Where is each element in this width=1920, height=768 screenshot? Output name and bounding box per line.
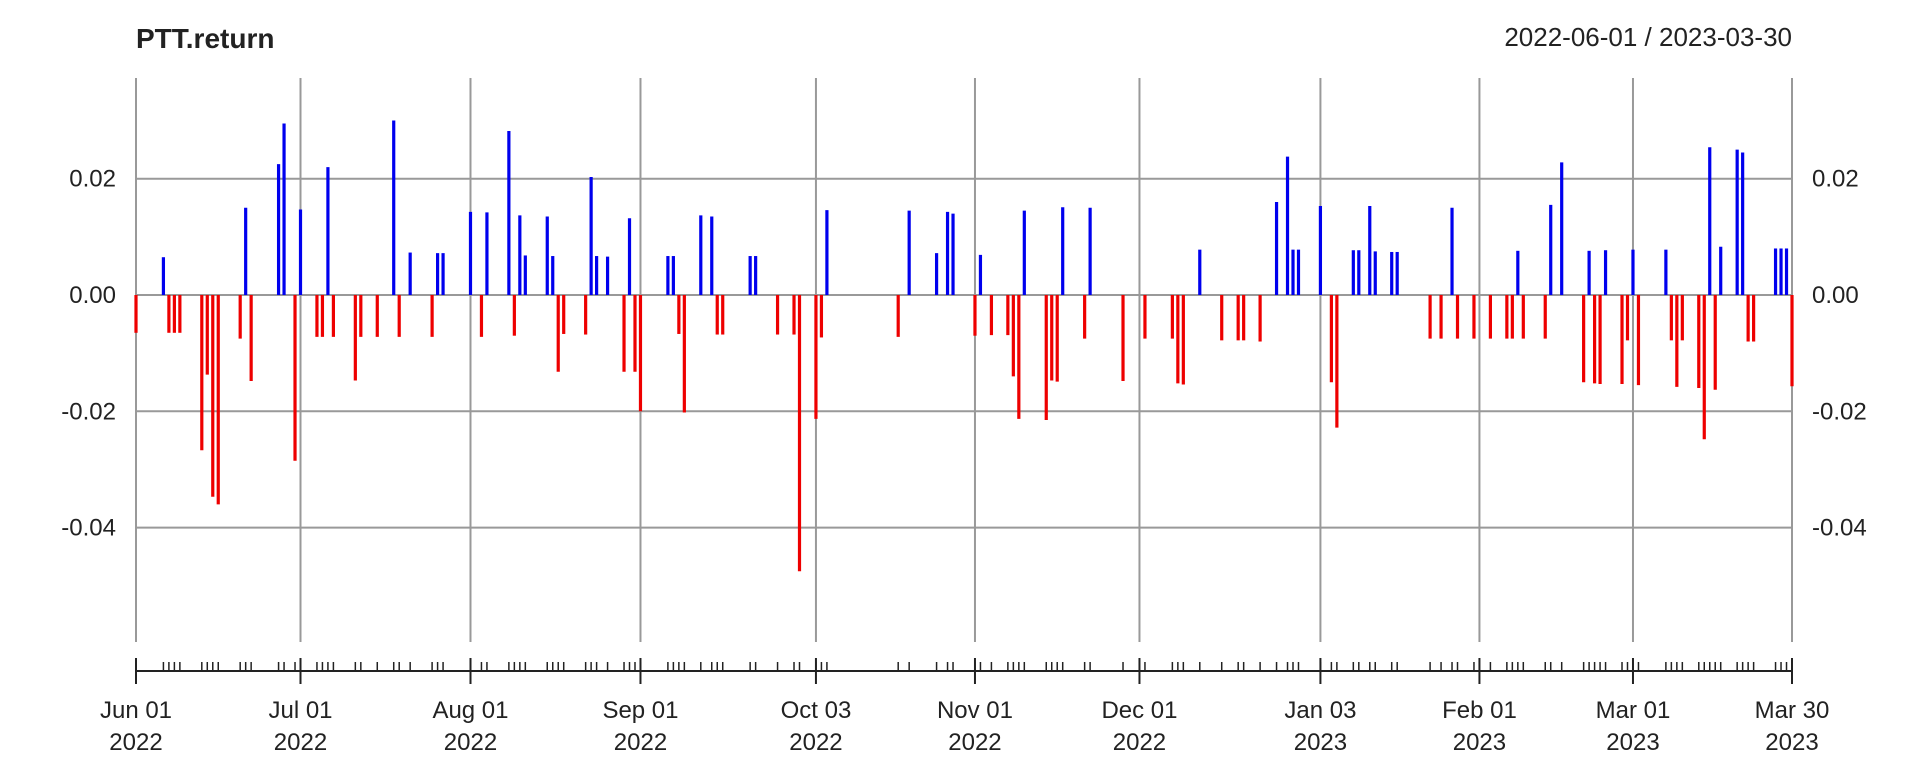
date-range-label: 2022-06-01 / 2023-03-30	[1504, 22, 1792, 52]
x-tick-label-date: Oct 03	[781, 697, 852, 724]
x-tick-label-year: 2023	[1765, 729, 1818, 756]
x-tick-label-date: Jul 01	[268, 697, 332, 724]
y-tick-label-left: 0.02	[69, 166, 116, 193]
y-tick-label-right: 0.02	[1812, 166, 1859, 193]
x-tick-label-year: 2022	[948, 729, 1001, 756]
x-tick-label-year: 2022	[274, 729, 327, 756]
x-tick-label-date: Sep 01	[602, 697, 678, 724]
x-tick-label-year: 2023	[1606, 729, 1659, 756]
x-tick-label-date: Dec 01	[1101, 697, 1177, 724]
x-tick-label-date: Nov 01	[937, 697, 1013, 724]
x-tick-label-date: Mar 30	[1755, 697, 1830, 724]
x-tick-label-date: Jan 03	[1284, 697, 1356, 724]
y-tick-label-left: -0.04	[61, 515, 116, 542]
x-axis: Jun 01 2022 Jul 01 2022 Aug 01 2022 Sep 01 2022…	[100, 658, 1829, 756]
x-tick-label-date: Jun 01	[100, 697, 172, 724]
x-tick-label-year: 2022	[614, 729, 667, 756]
bars-layer	[134, 120, 1794, 572]
chart-title: PTT.return	[136, 23, 274, 54]
x-tick-label-year: 2022	[444, 729, 497, 756]
x-tick-label-year: 2022	[789, 729, 842, 756]
x-tick-label-year: 2023	[1294, 729, 1347, 756]
x-tick-label-year: 2022	[109, 729, 162, 756]
x-tick-label-date: Mar 01	[1596, 697, 1671, 724]
y-tick-label-left: 0.00	[69, 282, 116, 309]
y-tick-label-right: -0.04	[1812, 515, 1867, 542]
y-tick-label-right: 0.00	[1812, 282, 1859, 309]
y-axis-labels: 0.02 0.02 0.00 0.00 -0.02 -0.02 -0.04 -0.04	[61, 166, 1866, 542]
x-tick-label-date: Feb 01	[1442, 697, 1517, 724]
x-tick-label-date: Aug 01	[432, 697, 508, 724]
y-tick-label-right: -0.02	[1812, 398, 1867, 425]
x-tick-label-year: 2023	[1453, 729, 1506, 756]
y-tick-label-left: -0.02	[61, 398, 116, 425]
x-tick-label-year: 2022	[1113, 729, 1166, 756]
